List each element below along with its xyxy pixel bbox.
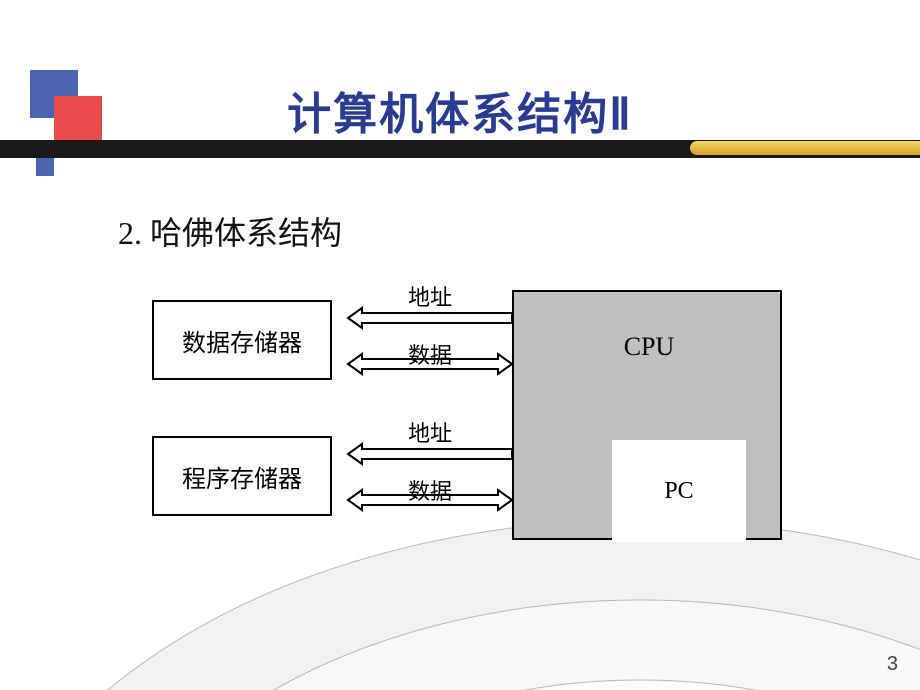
program-memory-label: 程序存储器 [182,459,302,494]
page-number: 3 [887,653,898,676]
arrow-label-data-bot: 数据 [400,474,460,506]
title-underline-yellow [690,141,920,155]
arrow-label-data-top: 数据 [400,338,460,370]
slide: 计算机体系结构Ⅱ 2. 哈佛体系结构 地址 数据 [0,0,920,690]
data-memory-box: 数据存储器 [152,300,332,380]
program-memory-box: 程序存储器 [152,436,332,516]
section-heading: 2. 哈佛体系结构 [118,208,342,254]
cpu-box: CPU PC [512,290,782,540]
pc-label: PC [664,478,693,505]
harvard-architecture-diagram: 地址 数据 地址 数据 数据存储器 程序存储器 CPU PC [152,278,802,558]
arrow-label-addr-top: 地址 [400,280,460,312]
slide-title: 计算机体系结构Ⅱ [0,78,920,142]
arrow-label-addr-bot: 地址 [400,416,460,448]
data-memory-label: 数据存储器 [182,323,302,358]
cpu-label: CPU [514,332,784,362]
pc-box: PC [612,440,746,542]
